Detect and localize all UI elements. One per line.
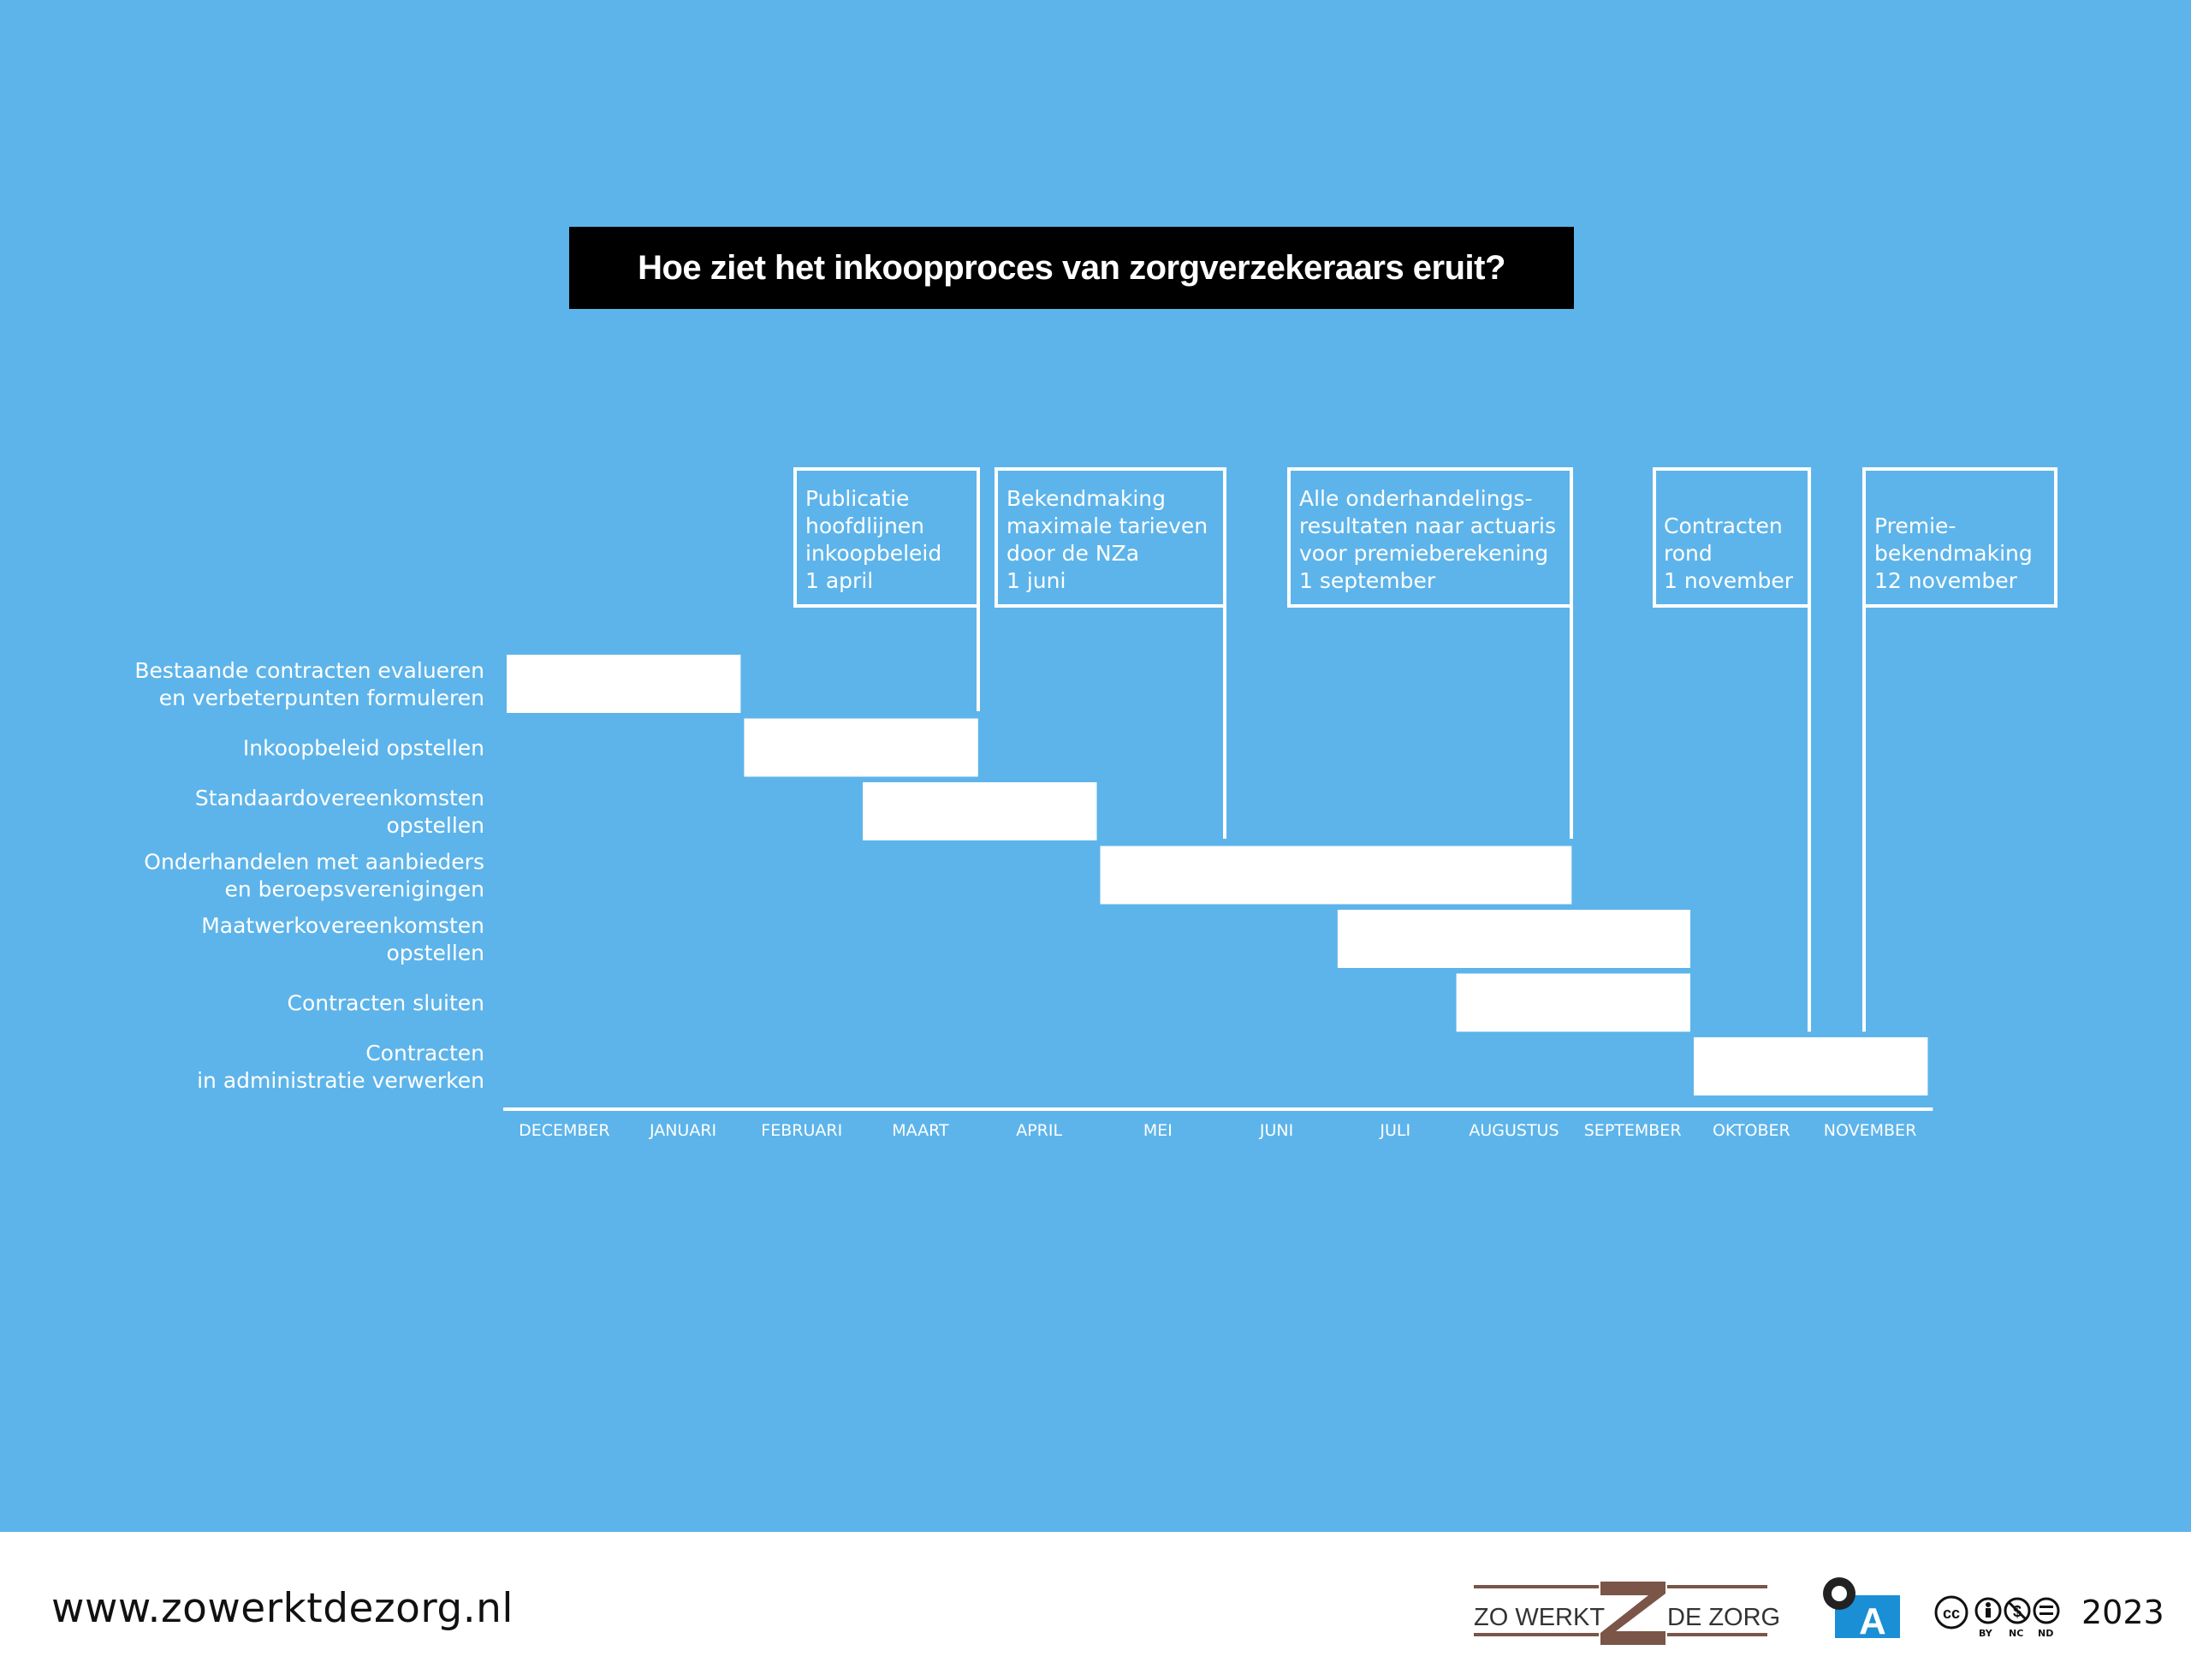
month-label: MEI: [1143, 1121, 1173, 1140]
zwdz-logo-mark: [1474, 1582, 1767, 1645]
milestone-box: [1653, 467, 1811, 608]
website-url[interactable]: www.zowerktdezorg.nl: [51, 1585, 514, 1632]
task-bar: [1337, 910, 1690, 968]
logo-text-left: ZO WERKT: [1474, 1604, 1606, 1631]
milestone-text: inkoopbeleid: [805, 541, 941, 566]
cc-nd-label: ND: [2038, 1628, 2054, 1639]
milestone-text: 12 november: [1874, 568, 2018, 593]
month-label: MAART: [892, 1121, 949, 1140]
chart-title: Hoe ziet het inkoopproces van zorgverzek…: [569, 227, 1574, 309]
copyright-year: 2023: [2081, 1594, 2164, 1631]
milestone-text: Publicatie: [805, 486, 909, 511]
task-label: en verbeterpunten formuleren: [159, 686, 484, 710]
milestone-box: [995, 467, 1226, 608]
task-label: Bestaande contracten evalueren: [134, 658, 484, 683]
task-bar: [863, 782, 1097, 840]
month-label: DECEMBER: [519, 1121, 610, 1140]
milestone-text: voor premieberekening: [1299, 541, 1548, 566]
task-bar: [1100, 846, 1572, 905]
task-label: Standaardovereenkomsten: [195, 786, 484, 810]
cc-nc-label: NC: [2009, 1628, 2024, 1639]
milestone-text: 1 juni: [1006, 568, 1066, 593]
milestone-text: 1 september: [1299, 568, 1436, 593]
month-label: APRIL: [1016, 1121, 1062, 1140]
task-bar: [1456, 973, 1690, 1032]
milestone-text: hoofdlijnen: [805, 513, 924, 538]
month-label: NOVEMBER: [1824, 1121, 1916, 1140]
milestone-text: 1 november: [1664, 568, 1794, 593]
task-label: opstellen: [387, 941, 485, 965]
milestone-box: [793, 467, 980, 608]
oa-icon: [1823, 1577, 1900, 1638]
task-label: opstellen: [387, 813, 485, 838]
task-label: Onderhandelen met aanbieders: [144, 850, 484, 875]
cc-icons: cc $: [1934, 1595, 2060, 1630]
month-label: OKTOBER: [1713, 1121, 1790, 1140]
month-label: FEBRUARI: [761, 1121, 842, 1140]
month-label: JUNI: [1259, 1121, 1293, 1140]
milestone-text: rond: [1664, 541, 1713, 566]
milestone-box: [1862, 467, 2057, 608]
milestone-text: maximale tarieven: [1006, 513, 1208, 538]
milestone-text: Premie-: [1874, 513, 1956, 538]
svg-text:cc: cc: [1943, 1605, 1960, 1622]
cc-by-label: BY: [1979, 1628, 1992, 1639]
month-label: JULI: [1379, 1121, 1410, 1140]
milestone-text: Bekendmaking: [1006, 486, 1166, 511]
task-label: in administratie verwerken: [197, 1068, 484, 1093]
month-label: JANUARI: [649, 1121, 716, 1140]
task-bar: [507, 655, 741, 713]
month-label: SEPTEMBER: [1584, 1121, 1682, 1140]
task-label: Contracten sluiten: [287, 991, 484, 1016]
milestone-text: bekendmaking: [1874, 541, 2033, 566]
month-label: AUGUSTUS: [1469, 1121, 1559, 1140]
task-label: en beroepsverenigingen: [224, 877, 484, 902]
task-bar: [744, 718, 978, 777]
task-label: Maatwerkovereenkomsten: [201, 913, 484, 938]
oa-letter: A: [1859, 1600, 1886, 1642]
creative-commons-license: cc $ BY NC ND: [1934, 1594, 2071, 1648]
open-access-logo: A: [1814, 1571, 1909, 1647]
milestone-text: resultaten naar actuaris: [1299, 513, 1556, 538]
milestone-text: door de NZa: [1006, 541, 1139, 566]
milestone-text: Alle onderhandelings-: [1299, 486, 1532, 511]
task-label: Inkoopbeleid opstellen: [243, 736, 484, 761]
milestone-text: 1 april: [805, 568, 873, 593]
task-bar: [1694, 1037, 1928, 1095]
gantt-chart: DECEMBER JANUARI FEBRUARI MAART APRIL MEI JUNI…: [134, 467, 2057, 1140]
task-label: Contracten: [365, 1041, 484, 1066]
milestone-text: Contracten: [1664, 513, 1783, 538]
milestone-box: [1287, 467, 1573, 608]
logo-text-right: DE ZORG: [1667, 1604, 1781, 1631]
footer: [0, 1532, 2191, 1680]
